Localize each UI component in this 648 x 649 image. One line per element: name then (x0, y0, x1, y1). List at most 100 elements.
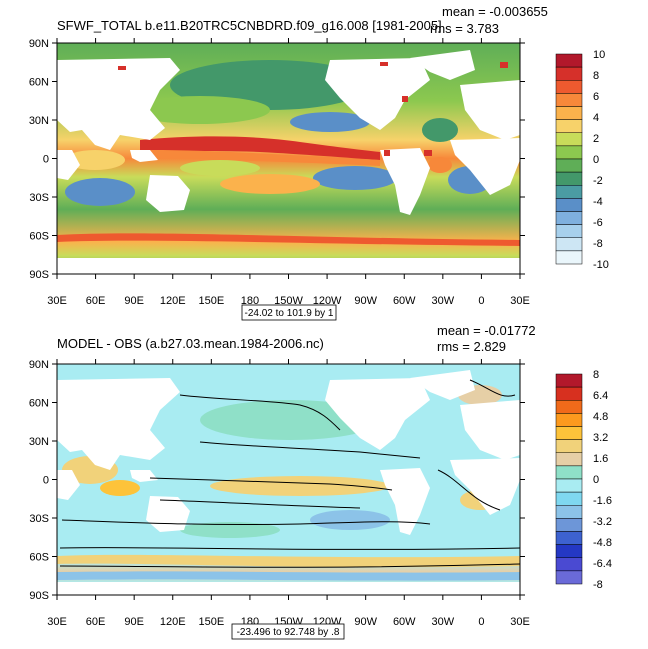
colorbar-swatch (555, 250, 583, 265)
field-blob (130, 96, 270, 124)
field-blob (428, 157, 452, 173)
colorbar-label: -10 (593, 259, 609, 271)
field-blob (313, 166, 397, 190)
mean-label: mean = -0.01772 (437, 323, 536, 338)
colorbar-swatch (555, 570, 583, 585)
y-tick-label: 90S (29, 269, 49, 281)
colorbar-swatch (555, 119, 583, 133)
x-tick-label: 120W (313, 295, 342, 307)
colorbar-label: 3.2 (593, 432, 608, 444)
southern-band (57, 554, 520, 568)
colorbar-label: 4 (593, 112, 599, 124)
field-blob (422, 118, 458, 142)
y-tick-label: 30S (29, 513, 49, 525)
colorbar-label: -3.2 (593, 516, 612, 528)
rms-label: rms = 2.829 (437, 339, 506, 354)
colorbar-swatch (555, 426, 583, 440)
colorbar-swatch (555, 224, 583, 238)
x-tick-label: 180 (241, 295, 259, 307)
y-tick-label: 60N (29, 398, 49, 410)
y-tick-label: 30N (29, 115, 49, 127)
x-tick-label: 30E (47, 295, 67, 307)
rms-label: rms = 3.783 (430, 21, 499, 36)
colorbar-swatch (555, 185, 583, 199)
x-tick-label: 150E (198, 616, 224, 628)
colorbar-swatch (555, 66, 583, 81)
contour-info-box (241, 304, 337, 321)
colorbar-swatch (555, 491, 583, 506)
contour-info-box (231, 623, 345, 640)
colorbar-label: 1.6 (593, 453, 608, 465)
y-tick-label: 30S (29, 192, 49, 204)
y-tick-label: 60S (29, 231, 49, 243)
x-tick-label: 60W (393, 295, 416, 307)
land (57, 370, 520, 535)
colorbar-label: 10 (593, 49, 605, 61)
colorbar-label: -6 (593, 217, 603, 229)
colorbar-swatch (555, 93, 583, 107)
land-edge-highlights (118, 62, 508, 156)
y-tick-label: 30N (29, 436, 49, 448)
colorbar-swatch (555, 145, 583, 160)
antarctic-fringe (57, 582, 520, 595)
colorbar-swatch (555, 211, 583, 225)
y-tick-label: 60N (29, 77, 49, 89)
x-tick-label: 60E (86, 616, 106, 628)
colorbar-swatch (555, 171, 583, 186)
colorbar-swatch (555, 386, 583, 401)
colorbar-label: -8 (593, 579, 603, 591)
colorbar-label: 0 (593, 154, 599, 166)
x-tick-label: 60E (86, 295, 106, 307)
x-tick-label: 30E (510, 616, 530, 628)
x-tick-label: 120E (160, 616, 186, 628)
panel-sfwf-total: SFWF_TOTAL b.e11.B20TRC5CNBDRD.f09_g16.0… (29, 4, 609, 321)
x-tick-label: 150E (198, 295, 224, 307)
x-tick-label: 0 (478, 295, 484, 307)
field-blob (180, 160, 260, 176)
field-blob (290, 112, 370, 132)
contour-info: -23.496 to 92.748 by .8 (237, 627, 340, 638)
colorbar-swatch (555, 158, 583, 173)
colorbar-swatch (555, 465, 583, 480)
colorbar-label: 6 (593, 91, 599, 103)
colorbar-swatch (555, 80, 583, 94)
field-blob (65, 178, 135, 206)
x-tick-label: 0 (478, 616, 484, 628)
map-field (57, 43, 520, 274)
x-tick-label: 30E (510, 295, 530, 307)
y-tick-label: 90N (29, 38, 49, 50)
colorbar: 10 8 6 4 2 0 -2 -4 -6 -8 -10 (555, 49, 609, 271)
panel-model-minus-obs: MODEL - OBS (a.b27.03.mean.1984-2006.nc)… (29, 323, 612, 640)
colorbar-swatch (555, 132, 583, 147)
y-tick-label: 60S (29, 552, 49, 564)
colorbar-label: 6.4 (593, 390, 608, 402)
land (57, 50, 520, 215)
axis-ticks: 30E 60E 90E 120E 150E 180 150W 120W 90W 60W 30W 0 30… (29, 38, 530, 307)
colorbar-swatch (555, 198, 583, 212)
field-blob (310, 510, 390, 530)
colorbar-swatch (555, 106, 583, 120)
colorbar-label: 2 (593, 133, 599, 145)
x-tick-label: 60W (393, 616, 416, 628)
southern-band (57, 571, 520, 581)
itcz-band (150, 150, 380, 166)
colorbar-label: -6.4 (593, 558, 612, 570)
colorbar-swatch (555, 531, 583, 545)
itcz-band (140, 136, 380, 160)
contour-lines (59, 379, 521, 568)
colorbar-label: 0 (593, 474, 599, 486)
y-tick-label: 0 (43, 154, 49, 166)
y-tick-label: 0 (43, 475, 49, 487)
field-blob (100, 480, 140, 496)
panel-title: MODEL - OBS (a.b27.03.mean.1984-2006.nc) (57, 336, 324, 351)
field-blob (210, 476, 390, 496)
colorbar-label: -4.8 (593, 537, 612, 549)
southern-band (57, 233, 520, 246)
colorbar-swatch (555, 400, 583, 414)
field-blob (220, 174, 320, 194)
x-tick-label: 30E (47, 616, 67, 628)
colorbar-label: -8 (593, 238, 603, 250)
y-tick-label: 90S (29, 590, 49, 602)
x-tick-label: 30W (432, 616, 455, 628)
